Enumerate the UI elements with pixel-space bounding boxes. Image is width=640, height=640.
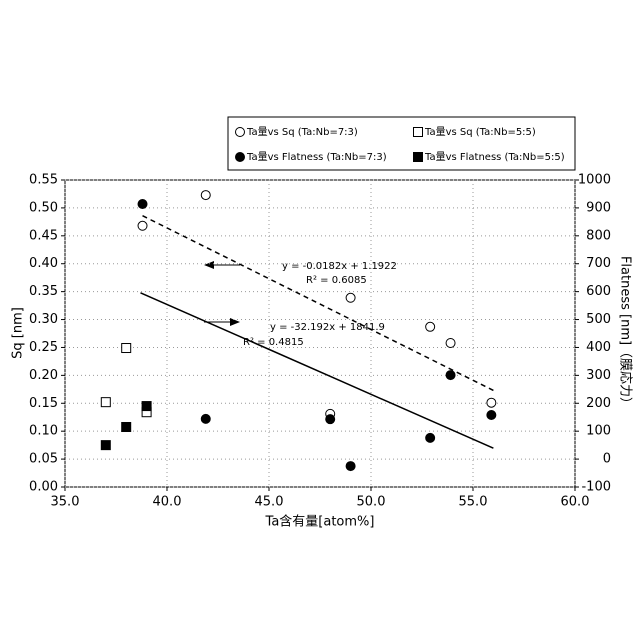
x-tick-label: 55.0 <box>459 495 488 510</box>
x-tick-label: 35.0 <box>51 495 80 510</box>
legend-marker <box>414 153 423 162</box>
y-tick-label: 0.50 <box>29 200 58 215</box>
y-tick-label: 0.55 <box>29 173 58 188</box>
y2-tick-label: 400 <box>586 340 611 355</box>
chart: Ta含有量[atom%] Sq [nm] Flatness [nm]（膜応力） … <box>0 0 640 640</box>
y2-tick-label: 300 <box>586 368 611 383</box>
y2-tick-label: 100 <box>586 424 611 439</box>
point <box>122 422 131 431</box>
trendline-equation: y = -32.192x + 1841.9 <box>270 322 385 333</box>
x-tick-label: 40.0 <box>153 495 182 510</box>
trendline-r2: R² = 0.6085 <box>306 275 367 286</box>
y2-tick-label: -100 <box>581 480 611 495</box>
trendline-r2: R² = 0.4815 <box>243 337 304 348</box>
point <box>487 410 496 419</box>
y2-tick-label: 1000 <box>578 173 611 188</box>
legend-marker <box>236 128 245 137</box>
y2-axis-label: Flatness [nm]（膜応力） <box>618 256 633 410</box>
point <box>138 221 147 230</box>
point <box>201 414 210 423</box>
y-axis-label: Sq [nm] <box>11 307 26 359</box>
point <box>446 338 455 347</box>
y-tick-label: 0.10 <box>29 424 58 439</box>
x-tick-label: 60.0 <box>561 495 590 510</box>
x-axis-label: Ta含有量[atom%] <box>265 514 375 530</box>
point <box>426 322 435 331</box>
legend-label: Ta量vs Flatness (Ta:Nb=5:5) <box>424 151 565 163</box>
y-tick-label: 0.35 <box>29 284 58 299</box>
y2-tick-label: 200 <box>586 396 611 411</box>
point <box>101 441 110 450</box>
trendline-equation: y = -0.0182x + 1.1922 <box>282 261 397 272</box>
point <box>122 344 131 353</box>
point <box>346 293 355 302</box>
y2-tick-label: 700 <box>586 256 611 271</box>
legend-marker <box>414 128 423 137</box>
y-tick-label: 0.05 <box>29 452 58 467</box>
legend-marker <box>236 153 245 162</box>
y2-tick-label: 800 <box>586 228 611 243</box>
legend-label: Ta量vs Sq (Ta:Nb=5:5) <box>424 126 536 138</box>
arrow-head <box>204 261 214 269</box>
y2-tick-label: 600 <box>586 284 611 299</box>
point <box>138 200 147 209</box>
y2-tick-label: 900 <box>586 200 611 215</box>
arrow-head <box>230 318 240 326</box>
point <box>101 398 110 407</box>
point <box>346 462 355 471</box>
y-tick-label: 0.25 <box>29 340 58 355</box>
y2-tick-label: 500 <box>586 312 611 327</box>
point <box>201 191 210 200</box>
y-tick-label: 0.30 <box>29 312 58 327</box>
y-tick-label: 0.45 <box>29 228 58 243</box>
point <box>326 415 335 424</box>
y-tick-label: 0.40 <box>29 256 58 271</box>
point <box>426 433 435 442</box>
legend-label: Ta量vs Flatness (Ta:Nb=7:3) <box>246 151 387 163</box>
point <box>446 371 455 380</box>
trendline <box>143 216 494 391</box>
y-tick-label: 0.00 <box>29 480 58 495</box>
x-tick-label: 45.0 <box>255 495 284 510</box>
x-tick-label: 50.0 <box>357 495 386 510</box>
y2-tick-label: 0 <box>603 452 611 467</box>
point <box>142 402 151 411</box>
point <box>487 398 496 407</box>
trendline <box>140 293 493 448</box>
legend-label: Ta量vs Sq (Ta:Nb=7:3) <box>246 126 358 138</box>
y-tick-label: 0.15 <box>29 396 58 411</box>
y-tick-label: 0.20 <box>29 368 58 383</box>
